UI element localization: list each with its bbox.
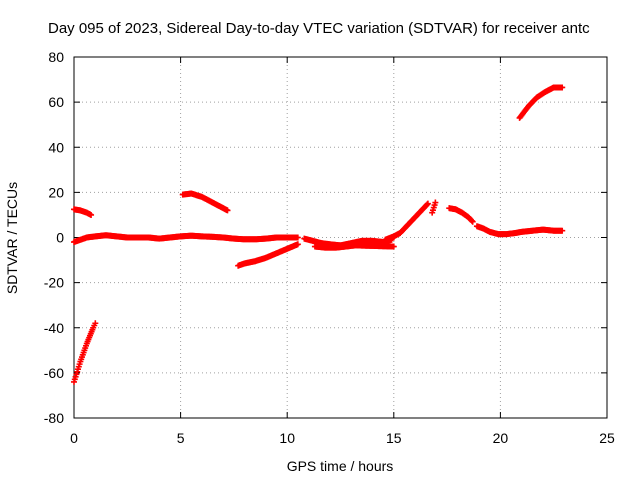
data-point [92,320,99,327]
data-point [432,199,439,206]
series-seg-11 [473,223,566,238]
x-tick-label: 25 [599,430,615,446]
data-point [390,243,397,250]
data-points [71,84,566,385]
x-tick-label: 15 [386,430,402,446]
y-tick-label: 80 [48,49,64,65]
series-seg-9 [429,199,439,216]
x-tick-label: 5 [177,430,185,446]
data-point [294,241,301,248]
x-axis-label: GPS time / hours [287,458,394,474]
y-tick-label: -20 [44,275,64,291]
series-seg-8 [382,200,431,243]
data-point [469,218,476,225]
axis-ticks: 0 5 10 15 20 25 -80 -60 -40 -20 0 20 40 60 80 [44,49,615,446]
series-seg-1 [71,320,99,385]
data-point [224,207,231,214]
series-seg-3 [71,232,301,246]
y-axis-label: SDTVAR / TECUs [4,182,20,294]
data-point [424,200,431,207]
data-point [559,227,566,234]
y-tick-label: -60 [44,365,64,381]
y-tick-label: -80 [44,410,64,426]
series-seg-7 [311,242,397,251]
x-tick-label: 0 [70,430,78,446]
y-tick-label: 0 [56,230,64,246]
series-seg-10 [446,205,476,225]
y-tick-label: 20 [48,184,64,200]
y-tick-label: 60 [48,94,64,110]
y-tick-label: 40 [48,139,64,155]
y-tick-label: -40 [44,320,64,336]
data-point [294,234,301,241]
plot-frame [73,56,608,419]
data-point [88,211,95,218]
x-tick-label: 10 [279,430,295,446]
chart-title: Day 095 of 2023, Sidereal Day-to-day VTE… [48,20,590,37]
data-point [559,84,566,91]
series-seg-2 [71,206,95,218]
x-tick-label: 20 [493,430,509,446]
data-point [424,201,431,208]
series-seg-5 [235,241,301,269]
series-seg-4 [179,190,231,214]
series-seg-12 [516,84,566,121]
data-point [468,217,475,224]
